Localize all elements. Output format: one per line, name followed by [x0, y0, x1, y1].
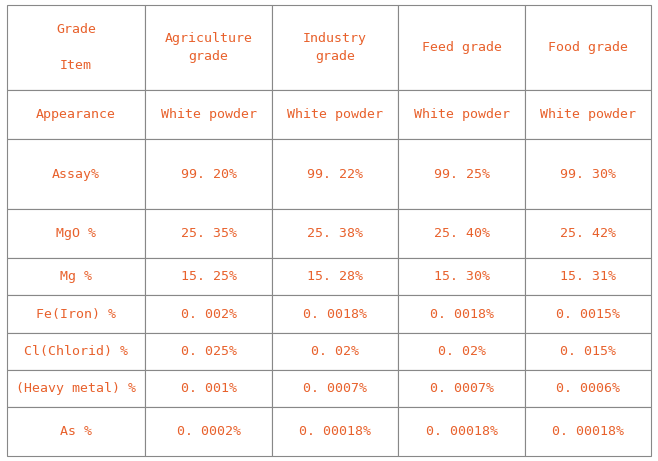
Text: 0. 00018%: 0. 00018%	[552, 426, 624, 438]
Text: Food grade: Food grade	[548, 41, 628, 54]
Text: As %: As %	[60, 426, 92, 438]
Text: 25. 38%: 25. 38%	[307, 227, 363, 240]
Bar	[7, 258, 145, 296]
Text: 15. 31%: 15. 31%	[560, 270, 616, 284]
Text: Fe(Iron) %: Fe(Iron) %	[36, 307, 116, 320]
Bar	[145, 5, 272, 90]
Bar	[7, 407, 145, 456]
Text: Appearance: Appearance	[36, 108, 116, 121]
Text: 0. 0002%: 0. 0002%	[176, 426, 241, 438]
Bar	[7, 209, 145, 258]
Text: 0. 0015%: 0. 0015%	[556, 307, 620, 320]
Bar	[525, 258, 651, 296]
Bar	[145, 333, 272, 370]
Text: 15. 25%: 15. 25%	[180, 270, 237, 284]
Bar	[145, 296, 272, 333]
Bar	[398, 258, 525, 296]
Bar	[398, 333, 525, 370]
Text: White powder: White powder	[540, 108, 636, 121]
Bar	[272, 296, 398, 333]
Text: 0. 0006%: 0. 0006%	[556, 382, 620, 395]
Bar	[272, 333, 398, 370]
Bar	[145, 209, 272, 258]
Text: MgO %: MgO %	[56, 227, 96, 240]
Text: White powder: White powder	[414, 108, 510, 121]
Bar	[525, 407, 651, 456]
Bar	[272, 139, 398, 209]
Bar	[7, 90, 145, 139]
Bar	[272, 90, 398, 139]
Text: (Heavy metal) %: (Heavy metal) %	[16, 382, 136, 395]
Bar	[272, 209, 398, 258]
Bar	[398, 90, 525, 139]
Text: 0. 001%: 0. 001%	[180, 382, 237, 395]
Text: White powder: White powder	[161, 108, 257, 121]
Text: Grade

Item: Grade Item	[56, 23, 96, 72]
Bar	[398, 370, 525, 407]
Bar	[398, 407, 525, 456]
Text: 0. 015%: 0. 015%	[560, 345, 616, 358]
Text: Industry
grade: Industry grade	[303, 32, 367, 63]
Bar	[145, 90, 272, 139]
Bar	[7, 296, 145, 333]
Text: 0. 0018%: 0. 0018%	[430, 307, 494, 320]
Text: 99. 25%: 99. 25%	[434, 168, 490, 181]
Text: 0. 00018%: 0. 00018%	[299, 426, 371, 438]
Text: Assay%: Assay%	[52, 168, 100, 181]
Text: 0. 0007%: 0. 0007%	[430, 382, 494, 395]
Text: 99. 22%: 99. 22%	[307, 168, 363, 181]
Text: 99. 20%: 99. 20%	[180, 168, 237, 181]
Bar	[7, 5, 145, 90]
Text: 0. 0018%: 0. 0018%	[303, 307, 367, 320]
Text: 25. 40%: 25. 40%	[434, 227, 490, 240]
Bar	[525, 90, 651, 139]
Bar	[272, 5, 398, 90]
Bar	[525, 139, 651, 209]
Text: White powder: White powder	[287, 108, 383, 121]
Bar	[272, 407, 398, 456]
Text: 25. 35%: 25. 35%	[180, 227, 237, 240]
Text: Agriculture
grade: Agriculture grade	[164, 32, 253, 63]
Bar	[398, 209, 525, 258]
Bar	[525, 370, 651, 407]
Text: 99. 30%: 99. 30%	[560, 168, 616, 181]
Text: 0. 02%: 0. 02%	[311, 345, 359, 358]
Bar	[7, 333, 145, 370]
Bar	[145, 407, 272, 456]
Text: Feed grade: Feed grade	[422, 41, 501, 54]
Bar	[145, 370, 272, 407]
Bar	[525, 209, 651, 258]
Bar	[398, 5, 525, 90]
Bar	[398, 139, 525, 209]
Bar	[7, 139, 145, 209]
Bar	[272, 370, 398, 407]
Bar	[398, 296, 525, 333]
Text: 0. 025%: 0. 025%	[180, 345, 237, 358]
Bar	[145, 139, 272, 209]
Text: 0. 00018%: 0. 00018%	[426, 426, 497, 438]
Text: 0. 0007%: 0. 0007%	[303, 382, 367, 395]
Text: 25. 42%: 25. 42%	[560, 227, 616, 240]
Text: 0. 002%: 0. 002%	[180, 307, 237, 320]
Bar	[525, 333, 651, 370]
Bar	[145, 258, 272, 296]
Text: 15. 30%: 15. 30%	[434, 270, 490, 284]
Text: 0. 02%: 0. 02%	[438, 345, 486, 358]
Text: Cl(Chlorid) %: Cl(Chlorid) %	[24, 345, 128, 358]
Text: Mg %: Mg %	[60, 270, 92, 284]
Bar	[7, 370, 145, 407]
Bar	[525, 5, 651, 90]
Text: 15. 28%: 15. 28%	[307, 270, 363, 284]
Bar	[525, 296, 651, 333]
Bar	[272, 258, 398, 296]
